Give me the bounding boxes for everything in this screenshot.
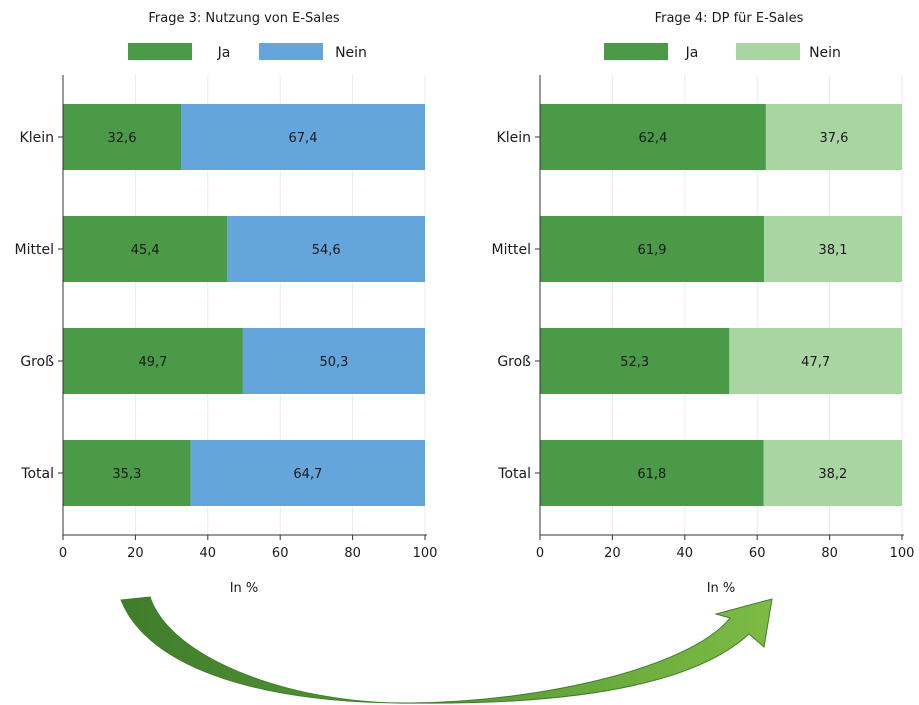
legend-label: Ja [685, 45, 699, 61]
legend-label: Nein [809, 45, 841, 61]
data-label: 45,4 [131, 243, 160, 258]
data-label: 38,1 [819, 243, 848, 258]
data-label: 47,7 [801, 355, 830, 370]
x-tick-label: 0 [536, 546, 544, 561]
bar-nein-2 [242, 328, 425, 394]
bar-ja-1 [63, 216, 228, 282]
bar-ja-0 [63, 104, 182, 170]
data-label: 38,2 [818, 467, 847, 482]
legend-swatch-ja [604, 43, 668, 60]
bar-nein-1 [227, 216, 425, 282]
category-label: Groß [20, 354, 54, 370]
bar-ja-0 [540, 104, 766, 170]
data-label: 64,7 [293, 467, 322, 482]
x-axis-title: In % [230, 581, 259, 596]
legend-swatch-ja [128, 43, 192, 60]
x-axis-title: In % [707, 581, 736, 596]
bar-nein-2 [729, 328, 902, 394]
bar-ja-2 [63, 328, 243, 394]
data-label: 67,4 [289, 131, 318, 146]
chart-dp-e-sales: Frage 4: DP für E-Sales Ja Nein 62,4 37,6 Kle… [492, 11, 915, 596]
bar-ja-1 [540, 216, 765, 282]
bar-ja-2 [540, 328, 730, 394]
data-label: 61,9 [638, 243, 667, 258]
bar-nein-3 [763, 440, 902, 506]
category-label: Mittel [15, 242, 54, 258]
legend-label: Nein [335, 45, 367, 61]
data-label: 37,6 [819, 131, 848, 146]
data-label: 62,4 [638, 131, 667, 146]
x-tick-label: 20 [127, 546, 144, 561]
bar-nein-0 [181, 104, 425, 170]
data-label: 49,7 [138, 355, 167, 370]
x-tick-label: 0 [59, 546, 67, 561]
chart-title: Frage 3: Nutzung von E-Sales [148, 11, 340, 26]
legend-label: Ja [217, 45, 231, 61]
x-tick-label: 100 [890, 546, 915, 561]
curved-arrow-icon [120, 596, 773, 704]
bar-nein-1 [764, 216, 902, 282]
category-label: Klein [20, 130, 54, 146]
chart-nutzung-e-sales: Frage 3: Nutzung von E-Sales Ja Nein 32,6 67… [15, 11, 438, 596]
bar-nein-3 [190, 440, 425, 506]
x-tick-label: 20 [604, 546, 621, 561]
x-tick-label: 80 [344, 546, 361, 561]
data-label: 54,6 [312, 243, 341, 258]
x-tick-label: 80 [821, 546, 838, 561]
data-label: 50,3 [319, 355, 348, 370]
x-tick-label: 100 [413, 546, 438, 561]
bar-nein-0 [765, 104, 902, 170]
category-label: Mittel [492, 242, 531, 258]
data-label: 52,3 [620, 355, 649, 370]
bar-ja-3 [540, 440, 764, 506]
bar-ja-3 [63, 440, 191, 506]
legend-swatch-nein [736, 43, 800, 60]
data-label: 35,3 [112, 467, 141, 482]
x-tick-label: 40 [677, 546, 694, 561]
category-label: Total [20, 466, 54, 482]
category-label: Total [497, 466, 531, 482]
x-tick-label: 60 [749, 546, 766, 561]
x-tick-label: 40 [200, 546, 217, 561]
category-label: Klein [497, 130, 531, 146]
chart-title: Frage 4: DP für E-Sales [655, 11, 804, 26]
category-label: Groß [497, 354, 531, 370]
x-tick-label: 60 [272, 546, 289, 561]
legend-swatch-nein [259, 43, 323, 60]
data-label: 32,6 [108, 131, 137, 146]
data-label: 61,8 [637, 467, 666, 482]
